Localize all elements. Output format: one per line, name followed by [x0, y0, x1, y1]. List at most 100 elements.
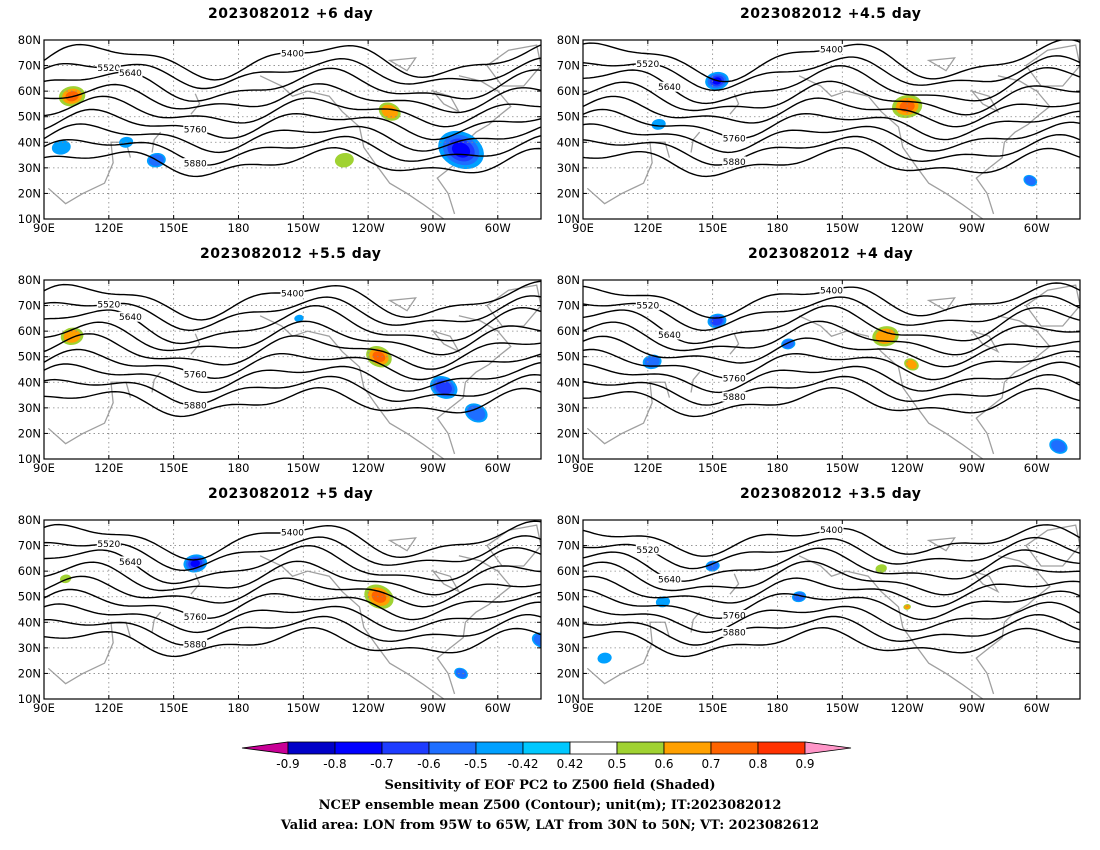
- x-tick-label: 180: [767, 701, 789, 715]
- coastline: [436, 315, 512, 455]
- sensitivity-shade: [655, 596, 671, 608]
- y-tick-label: 10N: [18, 452, 41, 466]
- sensitivity-shade: [294, 314, 304, 322]
- x-tick-label: 150E: [698, 221, 727, 235]
- coastline: [1025, 524, 1080, 567]
- panel-title: 2023082012 +5.5 day: [200, 246, 382, 262]
- x-tick-label: 90W: [420, 701, 446, 715]
- map-panel-6-plot: 5400 5520 5640 5760 5880 90E 120E 150E 180 150W 12…: [557, 513, 1081, 715]
- contour-label-bg: [819, 524, 844, 535]
- coastline: [431, 569, 461, 594]
- contour-line: [583, 80, 1080, 116]
- contour-label: 5760: [723, 611, 746, 621]
- contour-line: [583, 588, 1080, 621]
- coastline: [1025, 284, 1080, 327]
- coastline: [926, 57, 956, 72]
- caption-line-2: NCEP ensemble mean Z500 (Contour); unit(…: [318, 798, 782, 813]
- x-tick-label: 120W: [890, 461, 923, 475]
- coastline: [975, 315, 1051, 455]
- coastline: [926, 297, 956, 312]
- contour-label: 5760: [184, 370, 207, 380]
- contour-line: [583, 95, 1080, 128]
- contour-label-bg: [722, 156, 747, 167]
- y-tick-label: 10N: [557, 692, 580, 706]
- y-tick-label: 50N: [557, 110, 580, 124]
- x-tick-label: 90E: [572, 701, 594, 715]
- contour-line: [583, 335, 1080, 368]
- x-tick-label: 150E: [159, 461, 188, 475]
- contour-label: 5640: [119, 69, 142, 79]
- sensitivity-shade: [455, 668, 467, 679]
- colorbar-tick-label: 0.42: [557, 757, 584, 771]
- panel-title: 2023082012 +4 day: [748, 246, 914, 262]
- contour-label-bg: [183, 158, 208, 169]
- contour-line: [583, 601, 1080, 634]
- contour-label-bg: [280, 47, 305, 58]
- x-tick-label: 180: [228, 221, 250, 235]
- coastline: [586, 621, 671, 685]
- colorbar: -0.9 -0.8 -0.7 -0.6 -0.5 -0.42 0.42 0.5 0.6 0.7 0.…: [241, 741, 852, 771]
- sensitivity-shade: [533, 634, 541, 647]
- contour-line: [583, 133, 1080, 166]
- map-panel-5-plot: 5400 5520 5640 5760 5880 90E 120E 150E 180 150W 12…: [18, 513, 542, 715]
- map-area: 5400 5520 5640 5760 5880: [583, 40, 1080, 219]
- colorbar-segment: [334, 741, 383, 755]
- contour-line: [44, 348, 541, 381]
- colorbar-segment: [569, 741, 618, 755]
- contour-label: 5760: [723, 134, 746, 144]
- contour-label-bg: [722, 132, 747, 143]
- sensitivity-shade: [1051, 440, 1066, 453]
- contour-line: [583, 320, 1080, 356]
- contour-label: 5640: [119, 313, 142, 323]
- panel-title: 2023082012 +5 day: [208, 486, 374, 502]
- contour-line: [583, 348, 1080, 381]
- x-tick-label: 60W: [485, 701, 511, 715]
- x-tick-label: 120E: [633, 221, 662, 235]
- sensitivity-shade: [322, 397, 337, 409]
- contour-label-bg: [183, 611, 208, 622]
- contour-line: [583, 547, 1080, 582]
- colorbar-tick-label: -0.42: [507, 757, 538, 771]
- sensitivity-shade: [467, 405, 486, 421]
- contour-line: [583, 305, 1080, 345]
- x-tick-label: 90E: [572, 221, 594, 235]
- map-frame: [582, 279, 1081, 460]
- contour-label: 5520: [636, 302, 659, 312]
- contour-label: 5400: [281, 529, 304, 539]
- coastline: [970, 89, 1000, 114]
- x-tick-label: 90E: [33, 221, 55, 235]
- colorbar-tick-label: -0.8: [323, 757, 346, 771]
- colorbar-tick-label: -0.7: [370, 757, 393, 771]
- y-tick-label: 20N: [18, 186, 41, 200]
- y-tick-label: 10N: [557, 212, 580, 226]
- colorbar-segment: [475, 741, 524, 755]
- y-tick-label: 70N: [18, 539, 41, 553]
- coastline: [387, 537, 417, 552]
- panel-title: 2023082012 +4.5 day: [740, 6, 922, 22]
- contour-label: 5400: [820, 287, 843, 297]
- y-tick-label: 20N: [18, 426, 41, 440]
- coastline: [586, 381, 671, 445]
- caption-line-1: Sensitivity of EOF PC2 to Z500 field (Sh…: [384, 778, 716, 793]
- y-tick-label: 50N: [557, 350, 580, 364]
- sensitivity-shade: [372, 351, 386, 363]
- map-background: [44, 280, 541, 459]
- coastline: [259, 555, 445, 699]
- sensitivity-shade: [644, 356, 660, 368]
- x-tick-label: 90E: [572, 461, 594, 475]
- coastline: [586, 141, 671, 205]
- y-tick-label: 80N: [18, 513, 41, 527]
- y-tick-label: 40N: [18, 135, 41, 149]
- x-tick-label: 120W: [351, 461, 384, 475]
- coastline: [486, 284, 541, 327]
- contour-line: [44, 108, 541, 141]
- colorbar-tick-label: 0.5: [607, 757, 626, 771]
- contour-line: [44, 373, 541, 406]
- y-tick-label: 40N: [18, 615, 41, 629]
- sensitivity-shade: [1024, 176, 1036, 186]
- y-tick-label: 50N: [18, 590, 41, 604]
- x-tick-label: 180: [767, 461, 789, 475]
- colorbar-segment: [287, 741, 336, 755]
